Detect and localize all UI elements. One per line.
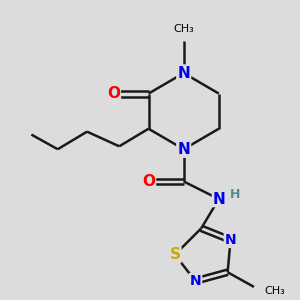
Text: S: S xyxy=(169,247,180,262)
Text: CH₃: CH₃ xyxy=(173,23,194,34)
Text: CH₃: CH₃ xyxy=(264,286,285,296)
Text: N: N xyxy=(212,191,225,206)
Text: N: N xyxy=(190,274,201,288)
Text: N: N xyxy=(177,142,190,157)
Text: N: N xyxy=(177,66,190,81)
Text: N: N xyxy=(225,233,236,247)
Text: H: H xyxy=(230,188,240,201)
Text: O: O xyxy=(142,174,155,189)
Text: O: O xyxy=(107,86,120,101)
